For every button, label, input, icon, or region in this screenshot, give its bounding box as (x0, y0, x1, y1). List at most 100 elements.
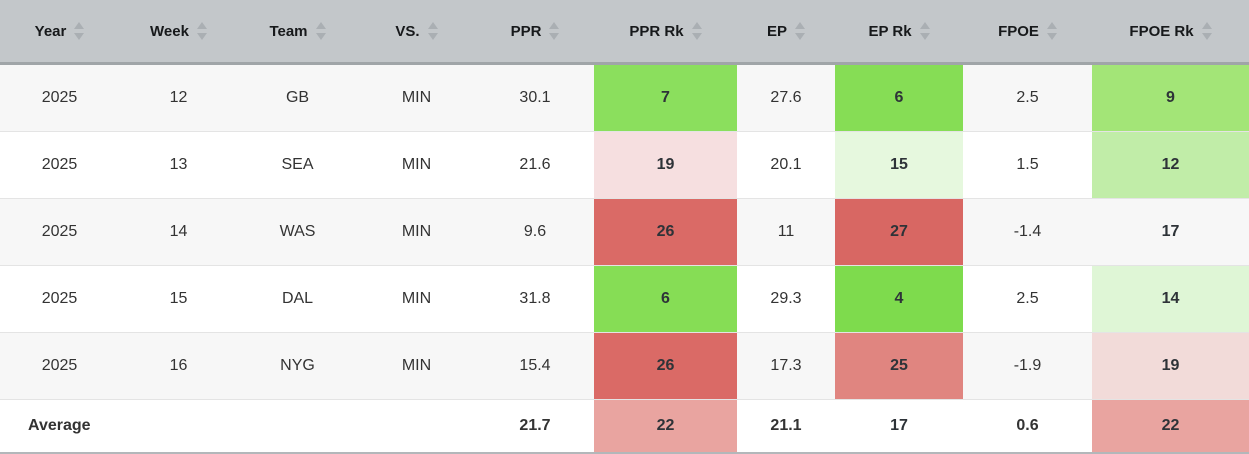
sort-asc-icon (1046, 22, 1057, 29)
col-header-team[interactable]: Team (238, 0, 357, 62)
table-cell: SEA (281, 156, 314, 173)
sort-desc-icon (795, 33, 805, 40)
sort-asc-icon (1201, 22, 1212, 29)
table-cell: 31.8 (519, 290, 551, 307)
average-cell: 22 (1092, 400, 1249, 452)
table-cell: -1.4 (1013, 223, 1042, 240)
table-cell: DAL (281, 290, 314, 307)
table-cell: 11 (777, 223, 795, 240)
col-header-ep-rk[interactable]: EP Rk (835, 0, 963, 62)
sort-desc-icon (196, 33, 207, 40)
table-cell: NYG (280, 357, 315, 374)
table-cell: MIN (401, 223, 432, 240)
table-cell: 9.6 (523, 223, 547, 240)
col-header-label: EP Rk (868, 22, 912, 40)
sort-icons (691, 22, 702, 40)
table-cell: 15 (169, 290, 188, 307)
table-cell: GB (285, 89, 310, 106)
col-header-fpoe-rk[interactable]: FPOE Rk (1092, 0, 1249, 62)
col-header-label: EP (766, 22, 787, 40)
sort-icons (74, 22, 85, 40)
table-cell: 2.5 (1016, 290, 1039, 307)
col-header-week[interactable]: Week (119, 0, 238, 62)
average-cell: 22 (594, 400, 737, 452)
table-cell: WAS (279, 223, 316, 240)
sort-icons (1201, 22, 1212, 40)
average-cell: 0.6 (1016, 417, 1039, 434)
sort-icons (196, 22, 207, 40)
average-cell (357, 400, 476, 452)
col-header-ep[interactable]: EP (737, 0, 835, 62)
sort-asc-icon (691, 22, 702, 29)
table-cell: 12 (1092, 132, 1249, 198)
sort-asc-icon (427, 22, 438, 29)
table-cell: 12 (169, 89, 188, 106)
table-cell: 6 (835, 65, 963, 131)
table-cell: MIN (401, 290, 432, 307)
average-cell: 21.7 (519, 417, 551, 434)
table-cell: 15.4 (519, 357, 551, 374)
table-cell: 19 (594, 132, 737, 198)
average-cell: Average (28, 417, 91, 434)
table-cell: 17.3 (770, 357, 802, 374)
col-header-year[interactable]: Year (0, 0, 119, 62)
sort-asc-icon (315, 22, 326, 29)
table-cell: 2025 (41, 223, 78, 240)
table-cell: 2025 (41, 89, 78, 106)
col-header-fpoe[interactable]: FPOE (963, 0, 1092, 62)
table-cell: 30.1 (519, 89, 551, 106)
table-cell: 7 (594, 65, 737, 131)
sort-desc-icon (74, 33, 85, 40)
sort-icons (795, 22, 805, 40)
table-cell: 2.5 (1016, 89, 1039, 106)
sort-icons (427, 22, 438, 40)
col-header-label: PPR Rk (629, 22, 684, 40)
sort-icons (549, 22, 560, 40)
sort-asc-icon (74, 22, 85, 29)
table-cell: 25 (835, 333, 963, 399)
table-cell: 20.1 (770, 156, 802, 173)
sort-desc-icon (549, 33, 560, 40)
average-cell: 21.1 (770, 417, 802, 434)
table-header: Year Week Team VS. (0, 0, 1249, 65)
table-cell: 17 (1161, 223, 1180, 240)
table-row: 2025 16 NYG MIN 15.4 26 17.3 25 -1.9 19 (0, 333, 1249, 400)
col-header-label: FPOE Rk (1129, 22, 1194, 40)
table-cell: 26 (594, 333, 737, 399)
table-cell: 2025 (41, 357, 78, 374)
table-row: 2025 12 GB MIN 30.1 7 27.6 6 2.5 9 (0, 65, 1249, 132)
average-cell: 17 (890, 417, 908, 434)
col-header-label: Year (34, 22, 67, 40)
table-row: 2025 13 SEA MIN 21.6 19 20.1 15 1.5 12 (0, 132, 1249, 199)
col-header-ppr-rk[interactable]: PPR Rk (594, 0, 737, 62)
col-header-label: FPOE (998, 22, 1039, 40)
col-header-label: Team (269, 22, 308, 40)
table-cell: 13 (169, 156, 188, 173)
table-body: 2025 12 GB MIN 30.1 7 27.6 6 2.5 9 2025 13 SEA MIN 21.… (0, 65, 1249, 454)
table-cell: 19 (1092, 333, 1249, 399)
table-cell: 1.5 (1016, 156, 1039, 173)
table-row: 2025 15 DAL MIN 31.8 6 29.3 4 2.5 14 (0, 266, 1249, 333)
table-cell: MIN (401, 357, 432, 374)
sort-desc-icon (691, 33, 702, 40)
col-header-label: VS. (395, 22, 420, 40)
sort-desc-icon (1046, 33, 1057, 40)
table-cell: MIN (401, 156, 432, 173)
table-cell: -1.9 (1013, 357, 1042, 374)
table-cell: 16 (169, 357, 188, 374)
table-cell: 26 (594, 199, 737, 265)
table-cell: 2025 (41, 290, 78, 307)
col-header-vs[interactable]: VS. (357, 0, 476, 62)
table-cell: 15 (835, 132, 963, 198)
table-cell: 21.6 (519, 156, 551, 173)
table-cell: 27.6 (770, 89, 802, 106)
sort-asc-icon (196, 22, 207, 29)
sort-asc-icon (549, 22, 560, 29)
col-header-ppr[interactable]: PPR (476, 0, 594, 62)
col-header-label: Week (150, 22, 189, 40)
sort-desc-icon (919, 33, 930, 40)
sort-icons (315, 22, 326, 40)
sort-asc-icon (919, 22, 930, 29)
sort-desc-icon (427, 33, 438, 40)
table-cell: 14 (169, 223, 188, 240)
